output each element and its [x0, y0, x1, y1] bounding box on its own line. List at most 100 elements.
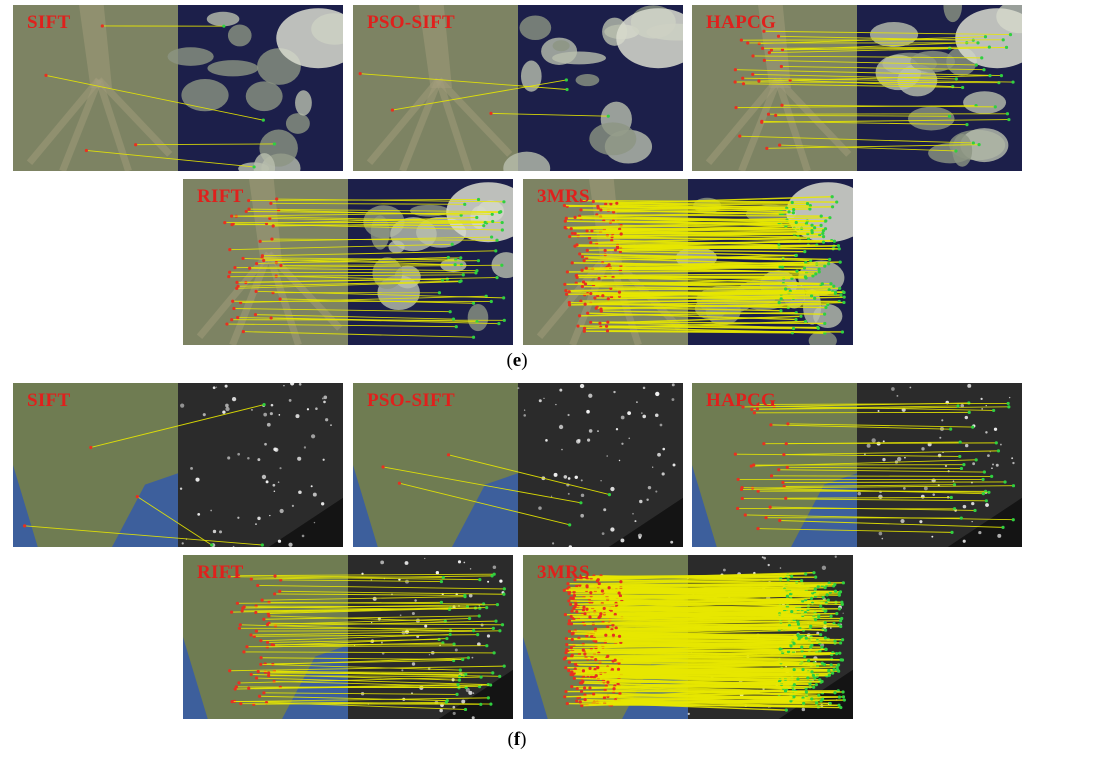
match-line — [607, 678, 798, 683]
keypoint-left — [263, 670, 267, 674]
keypoint-right — [498, 629, 502, 633]
match-line — [787, 423, 973, 428]
keypoint-left — [605, 329, 610, 333]
match-line — [249, 208, 501, 213]
keypoint-right — [495, 603, 500, 607]
keypoint-left — [762, 442, 766, 446]
land-patch — [181, 78, 229, 112]
keypoint-right — [967, 410, 971, 414]
channel — [95, 78, 132, 171]
keypoint-left — [257, 694, 262, 698]
panel-f-sift: SIFT — [13, 383, 343, 547]
keypoint-left — [602, 606, 606, 611]
match-line — [233, 308, 451, 313]
match-line — [257, 585, 505, 590]
keypoint-left — [751, 54, 755, 58]
keypoint-left — [230, 214, 234, 218]
city-light — [543, 397, 545, 399]
match-line — [360, 73, 568, 90]
keypoint-left — [271, 224, 275, 228]
city-light — [763, 556, 766, 560]
keypoint-right — [823, 321, 827, 326]
keypoint-right — [450, 242, 454, 246]
city-light — [264, 442, 267, 446]
keypoint-left — [581, 669, 586, 673]
keypoint-right — [790, 200, 794, 205]
city-light — [655, 391, 660, 397]
keypoint-left — [567, 300, 571, 305]
city-light — [401, 669, 404, 672]
city-light — [991, 467, 993, 470]
keypoint-left — [756, 402, 760, 407]
match-line — [607, 330, 843, 333]
city-light — [315, 407, 318, 410]
keypoint-right — [579, 501, 583, 505]
city-light — [279, 467, 282, 470]
match-line — [609, 583, 835, 589]
match-line — [757, 405, 959, 410]
keypoint-right — [823, 609, 827, 613]
keypoint-right — [476, 633, 480, 637]
keypoint-left — [582, 686, 587, 690]
match-line — [246, 210, 493, 215]
keypoint-left — [573, 578, 577, 582]
keypoint-right — [813, 676, 817, 680]
city-light — [538, 399, 542, 403]
panel-e-sift: SIFT — [13, 5, 343, 171]
keypoint-right — [789, 644, 793, 648]
keypoint-left — [278, 589, 282, 593]
city-light — [222, 410, 226, 414]
keypoint-left — [582, 329, 586, 333]
city-light — [896, 394, 899, 397]
keypoint-right — [260, 543, 264, 547]
match-line — [86, 150, 255, 168]
city-light — [439, 708, 443, 713]
keypoint-left — [606, 297, 610, 301]
keypoint-right — [446, 255, 450, 260]
keypoint-right — [804, 260, 808, 265]
keypoint-right — [796, 677, 800, 681]
night-image-pair — [523, 555, 853, 719]
land — [13, 383, 178, 547]
keypoint-right — [839, 705, 843, 710]
keypoint-left — [762, 58, 766, 62]
city-light — [322, 458, 325, 461]
keypoint-right — [819, 604, 823, 608]
keypoint-left — [606, 654, 610, 658]
city-light — [321, 397, 324, 400]
match-line — [255, 607, 487, 613]
match-line — [236, 281, 460, 289]
match-line — [573, 597, 843, 606]
city-light — [661, 472, 665, 476]
keypoint-right — [817, 615, 821, 619]
keypoint-right — [824, 219, 828, 223]
match-line — [229, 243, 453, 251]
keypoint-left — [563, 282, 567, 286]
city-light — [985, 405, 987, 407]
match-line — [607, 691, 844, 698]
city-light — [779, 567, 782, 569]
city-light — [842, 612, 844, 614]
keypoint-left — [252, 702, 256, 706]
keypoint-right — [778, 647, 782, 651]
delta-image-pair — [353, 5, 683, 171]
keypoint-left — [566, 582, 570, 586]
keypoint-right — [463, 707, 468, 712]
keypoint-left — [736, 506, 740, 511]
keypoint-left — [273, 574, 277, 578]
city-light — [231, 396, 237, 402]
match-lines — [562, 571, 846, 712]
city-light — [670, 540, 674, 544]
keypoint-left — [567, 622, 571, 626]
city-light — [655, 490, 658, 493]
keypoint-left — [265, 640, 270, 645]
match-line — [228, 274, 464, 278]
city-light — [1008, 396, 1011, 399]
city-light — [288, 542, 293, 547]
city-light — [380, 641, 383, 644]
keypoint-right — [815, 701, 819, 705]
match-line — [571, 621, 798, 625]
match-line — [392, 79, 567, 111]
keypoint-right — [441, 641, 445, 645]
keypoint-right — [971, 425, 975, 429]
